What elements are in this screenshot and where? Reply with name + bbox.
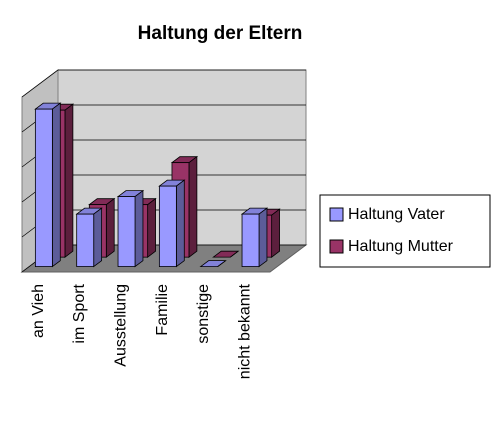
bar (158, 185, 177, 268)
bar-side (230, 250, 239, 258)
bar-side (51, 102, 61, 268)
bar-side (147, 197, 156, 258)
grid-line (21, 69, 306, 98)
bar-side (188, 155, 198, 258)
bar-side (105, 197, 115, 258)
bar (241, 213, 260, 268)
bar-side (64, 103, 74, 258)
bar-side (134, 189, 144, 268)
bar-side (217, 260, 226, 267)
chart-title: Haltung der Eltern (138, 23, 303, 44)
legend-swatch (329, 207, 344, 222)
x-tick-label: Familie (154, 284, 171, 336)
bar-side (271, 208, 280, 258)
x-tick-label: im Sport (71, 283, 88, 343)
bar (117, 196, 136, 268)
legend-label: Haltung Mutter (348, 238, 454, 255)
legend-label: Haltung Vater (348, 206, 445, 223)
bar (76, 213, 95, 268)
x-tick-label: sonstige (195, 284, 212, 344)
bar (34, 108, 53, 267)
bar-side (258, 207, 268, 268)
legend-swatch (329, 239, 344, 254)
x-tick-label: nicht bekannt (237, 283, 254, 379)
x-tick-label: Ausstellung (113, 284, 130, 367)
legend (319, 194, 491, 268)
bar-side (175, 179, 185, 268)
bar-side (93, 207, 103, 268)
x-tick-label: an Vieh (30, 284, 47, 338)
